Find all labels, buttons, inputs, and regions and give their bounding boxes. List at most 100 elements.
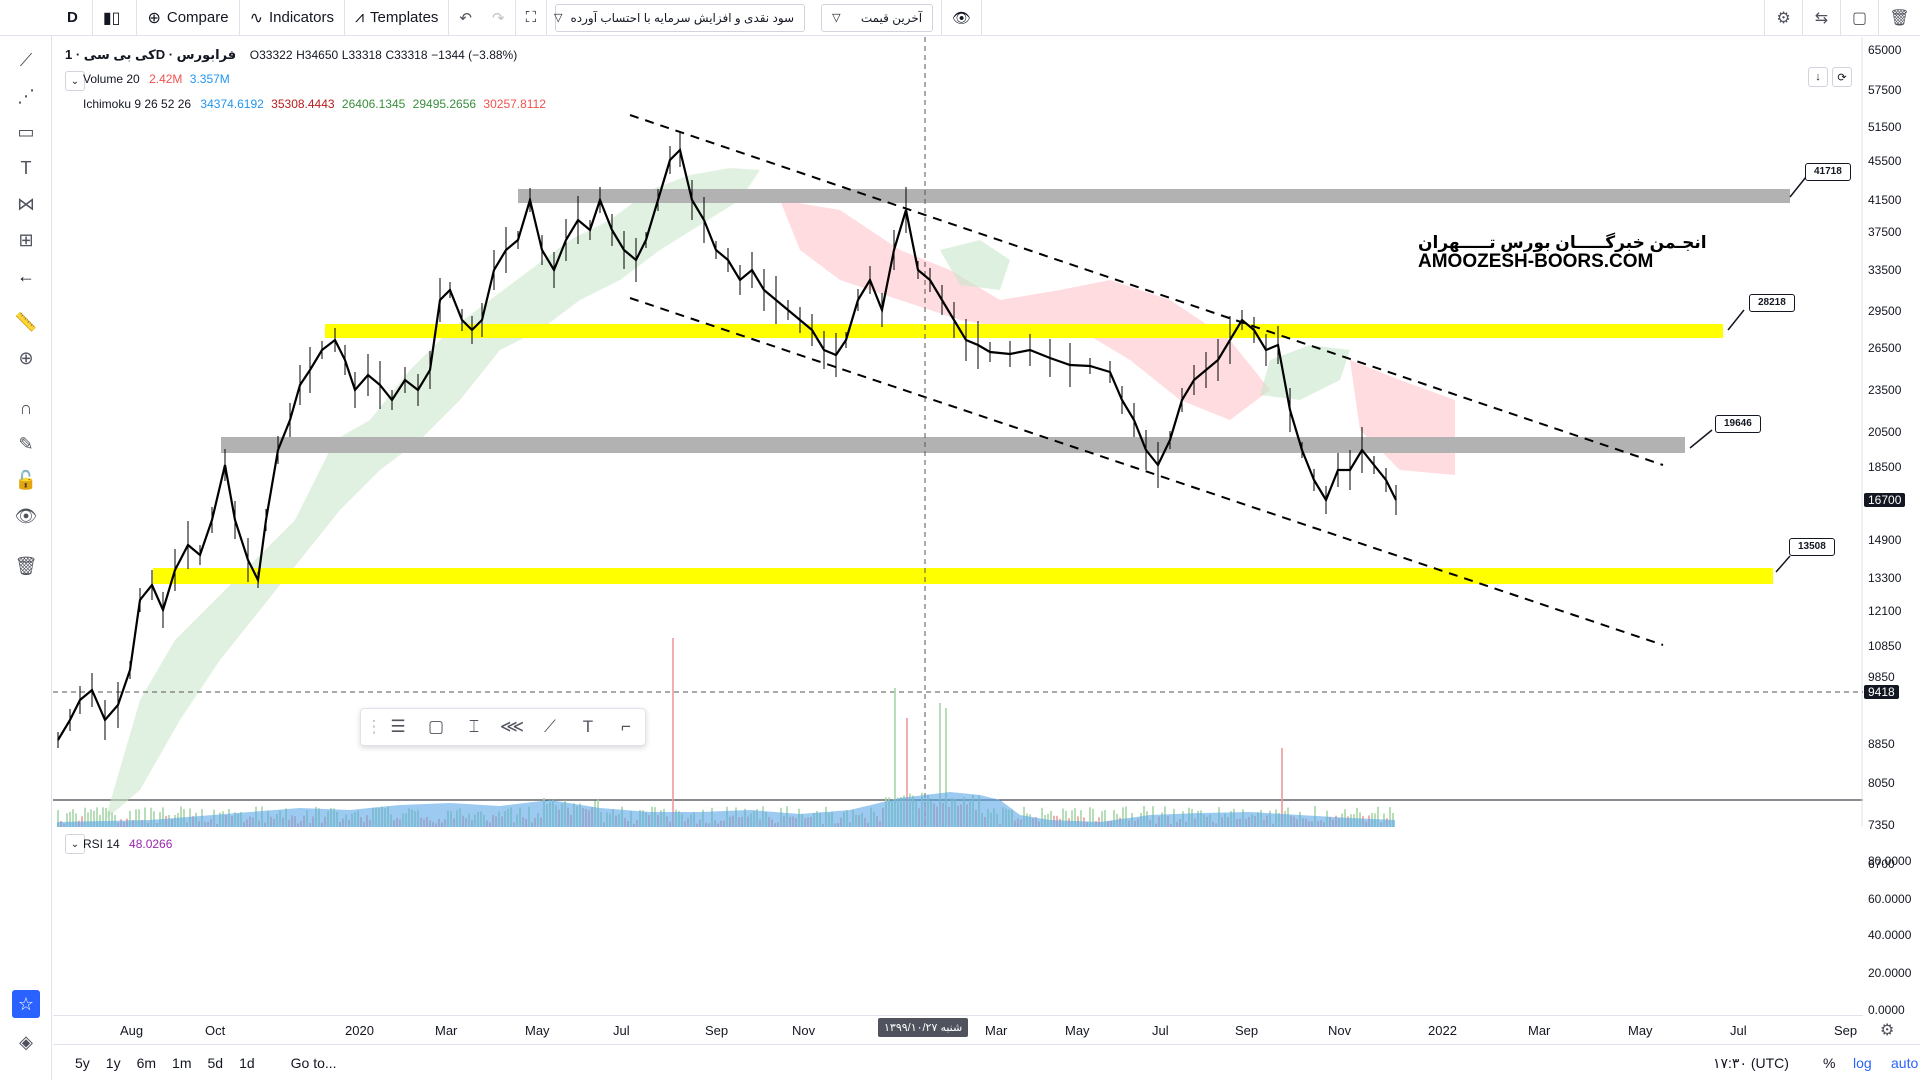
delete-button[interactable]: 🗑 <box>1878 0 1920 36</box>
share-button[interactable]: ⇆ <box>1802 0 1840 36</box>
interval-button[interactable]: D <box>53 0 93 36</box>
lock-icon[interactable]: 🔓 <box>14 469 38 490</box>
range-1y[interactable]: 1y <box>105 1054 121 1071</box>
back-arrow-icon[interactable]: ← <box>17 265 35 286</box>
rsi-legend[interactable]: RSI 14 48.0266 <box>83 837 172 851</box>
layers-icon[interactable]: ◈ <box>19 1031 33 1052</box>
ichimoku-cloud-bear <box>1350 360 1455 475</box>
horizontal-lines-icon[interactable]: ☰ <box>390 717 406 736</box>
volume-legend[interactable]: Volume 20 2.42M 3.357M <box>83 72 230 86</box>
chart-type-button[interactable]: ▮▯ <box>93 0 138 36</box>
line-tool-icon[interactable]: ⟋ <box>544 717 556 736</box>
symbol-name[interactable]: کی بی سی · 1D · فرابورس <box>65 47 237 62</box>
volume-value-2: 3.357M <box>189 72 230 86</box>
volume-bar <box>906 718 908 827</box>
ichimoku-lead-a: 29495.2656 <box>412 97 477 111</box>
range-1m[interactable]: 1m <box>172 1054 192 1071</box>
templates-label: Templates <box>370 9 439 26</box>
share-icon: ⇆ <box>1814 10 1829 27</box>
watermark-url: AMOOZESH-BOORS.COM <box>1418 251 1654 272</box>
indicators-button[interactable]: ∿ Indicators <box>240 0 346 36</box>
level-callout[interactable]: 41718 <box>1805 163 1851 181</box>
time-axis[interactable]: Aug Oct 2020 Mar May Jul Sep Nov Mar May Jul Sep Nov… <box>53 1015 1863 1043</box>
compare-label: Compare <box>166 9 229 26</box>
arrow-down-icon: ↓ <box>1815 71 1821 83</box>
chart-pane[interactable]: کی بی سی · 1D · فرابورس O33322 H34650 L3… <box>53 37 1863 854</box>
trash-icon[interactable]: 🗑 <box>14 555 38 576</box>
level-callout[interactable]: 19646 <box>1715 415 1761 433</box>
zoom-icon[interactable]: ⊕ <box>18 347 34 368</box>
dividend-adjust-select[interactable]: سود نقدی و افزایش سرمایه با احتساب آورده… <box>554 3 806 32</box>
level-callout[interactable]: 28218 <box>1749 294 1795 312</box>
rectangle-icon[interactable]: ▢ <box>427 717 445 736</box>
templates-button[interactable]: ⩘ Templates <box>345 0 450 36</box>
candles-icon: ▮▯ <box>102 9 121 27</box>
rectangle-icon[interactable]: ▭ <box>17 121 35 142</box>
price-tick-label: 10850 <box>1868 639 1902 653</box>
drag-handle-icon[interactable]: ⋮ <box>365 717 383 736</box>
log-scale-toggle[interactable]: log <box>1853 1055 1872 1071</box>
fib-icon[interactable]: ⋰ <box>17 85 35 106</box>
price-tick-label: 8050 <box>1868 776 1895 790</box>
time-tick-label: 2020 <box>345 1023 374 1038</box>
chart-canvas[interactable] <box>53 37 1863 827</box>
price-tick-label: 12100 <box>1868 604 1902 618</box>
range-1d[interactable]: 1d <box>239 1054 255 1071</box>
range-6m[interactable]: 6m <box>136 1054 157 1071</box>
price-axis[interactable]: 65000 57500 51500 45500 41500 37500 33500 29500… <box>1860 37 1920 1037</box>
volume-bar <box>1050 810 1052 827</box>
volume-bar <box>1281 748 1283 827</box>
time-tick-label: May <box>1628 1023 1653 1038</box>
collapse-legend-button[interactable]: ⌄ <box>65 71 85 91</box>
goto-date-button[interactable]: Go to... <box>290 1054 337 1071</box>
volume-bar <box>111 812 113 827</box>
gear-icon: ⚙ <box>1880 1022 1895 1039</box>
auto-scale-toggle[interactable]: auto <box>1891 1055 1919 1071</box>
price-tick-label: 23500 <box>1868 383 1902 397</box>
ruler-icon[interactable]: 📏 <box>14 311 38 332</box>
price-type-select[interactable]: آخرین قیمت ▽ <box>821 3 934 32</box>
rsi-tick-label: 0.0000 <box>1868 1003 1905 1017</box>
ichimoku-legend[interactable]: Ichimoku 9 26 52 26 34374.6192 35308.444… <box>83 97 546 111</box>
percent-scale-toggle[interactable]: % <box>1823 1055 1836 1071</box>
pitchfork-icon[interactable]: ⋘ <box>499 717 525 736</box>
trend-line-icon[interactable]: ⟋ <box>19 49 33 70</box>
rsi-tick-label: 60.0000 <box>1868 892 1912 906</box>
volume-bar <box>153 811 155 827</box>
collapse-rsi-button[interactable]: ⌄ <box>65 834 85 854</box>
scroll-down-button[interactable]: ↓ <box>1808 67 1828 87</box>
redo-button[interactable]: ↷ <box>482 0 516 36</box>
prediction-icon[interactable]: ⊞ <box>18 229 34 250</box>
pattern-icon[interactable]: ⋈ <box>17 193 35 214</box>
snapshot-button[interactable]: ▢ <box>1840 0 1878 36</box>
volume-bar <box>66 813 68 827</box>
favorites-star-icon[interactable]: ☆ <box>12 990 40 1018</box>
compare-button[interactable]: ⊕ Compare <box>137 0 240 36</box>
price-range-icon[interactable]: ⌶ <box>468 717 480 736</box>
range-5d[interactable]: 5d <box>207 1054 224 1071</box>
timezone-clock[interactable]: ۱۷:۳۰ (UTC) <box>1713 1055 1789 1071</box>
volume-bar <box>90 809 92 827</box>
reset-chart-button[interactable]: ⟳ <box>1832 67 1852 87</box>
text-tool-icon[interactable]: T <box>582 717 594 736</box>
time-tick-label: Mar <box>435 1023 458 1038</box>
dividend-adjust-label: سود نقدی و افزایش سرمایه با احتساب آورده <box>570 10 795 25</box>
settings-button[interactable]: ⚙ <box>1764 0 1802 36</box>
volume-bar <box>1062 808 1064 827</box>
callout-icon[interactable]: ⌐ <box>621 717 631 736</box>
lock-drawing-icon[interactable]: ✎ <box>18 433 34 454</box>
volume-bar <box>180 806 182 827</box>
watermark-persian: انجـمن خبرگـــــان بورس تـــــهران <box>1418 233 1707 252</box>
level-callout[interactable]: 13508 <box>1789 538 1835 556</box>
text-icon[interactable]: T <box>20 157 32 178</box>
undo-button[interactable]: ↶ <box>449 0 482 36</box>
magnet-icon[interactable]: ∩ <box>19 397 33 418</box>
volume-bar <box>1356 807 1358 827</box>
visibility-button[interactable]: 👁 <box>941 0 983 36</box>
ohlc-open: O33322 <box>249 48 293 62</box>
range-5y[interactable]: 5y <box>75 1054 90 1071</box>
axis-settings-button[interactable]: ⚙ <box>1880 1020 1894 1040</box>
fullscreen-button[interactable]: ⛶ <box>516 0 548 36</box>
eye-icon[interactable]: 👁 <box>14 505 38 526</box>
